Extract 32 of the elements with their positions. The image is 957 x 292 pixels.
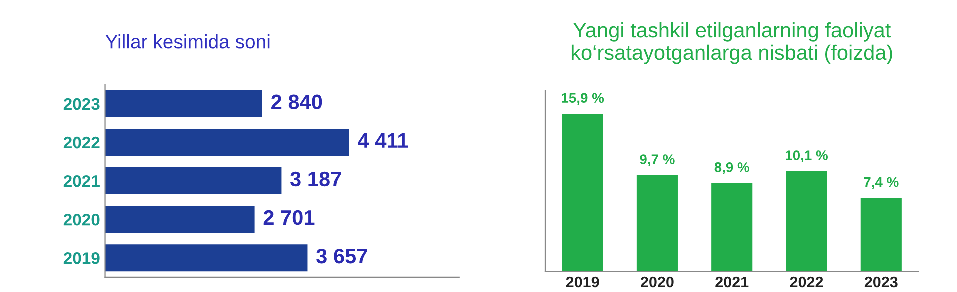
data-label: 9,7 % xyxy=(640,154,675,166)
y-tick-label: 2021 xyxy=(64,175,100,188)
x-tick-label: 2023 xyxy=(864,276,898,288)
bar xyxy=(636,176,678,272)
data-label: 7,4 % xyxy=(864,177,899,190)
data-label: 4 411 xyxy=(358,134,408,148)
chart-title: Yillar kesimida soni xyxy=(106,34,270,49)
bar xyxy=(562,114,604,272)
bar xyxy=(105,206,255,234)
bar xyxy=(105,90,262,118)
x-tick-label: 2020 xyxy=(640,276,674,288)
chart-title: Yangi tashkil etilganlarning faoliyat ko‘rsatayotganlarga nisbati (foizda) xyxy=(572,22,892,64)
x-tick-label: 2019 xyxy=(566,276,600,288)
x-tick-label: 2021 xyxy=(716,276,749,288)
data-label: 10,1 % xyxy=(786,150,828,162)
x-tick-label: 2022 xyxy=(790,276,824,288)
data-label: 15,9 % xyxy=(562,93,604,106)
data-label: 3 657 xyxy=(316,248,368,264)
data-label: 3 187 xyxy=(290,172,342,187)
bar xyxy=(105,168,282,195)
y-tick-label: 2023 xyxy=(64,98,100,110)
y-tick-label: 2019 xyxy=(64,252,100,264)
y-tick-label: 2022 xyxy=(64,136,100,149)
data-label: 8,9 % xyxy=(714,162,750,174)
bar xyxy=(860,198,902,272)
bar xyxy=(105,244,308,272)
y-tick-label: 2020 xyxy=(64,214,100,226)
bar xyxy=(105,129,350,156)
data-label: 2 840 xyxy=(272,94,322,110)
bar xyxy=(712,183,753,272)
data-label: 2 701 xyxy=(264,210,315,226)
bar xyxy=(786,172,828,272)
